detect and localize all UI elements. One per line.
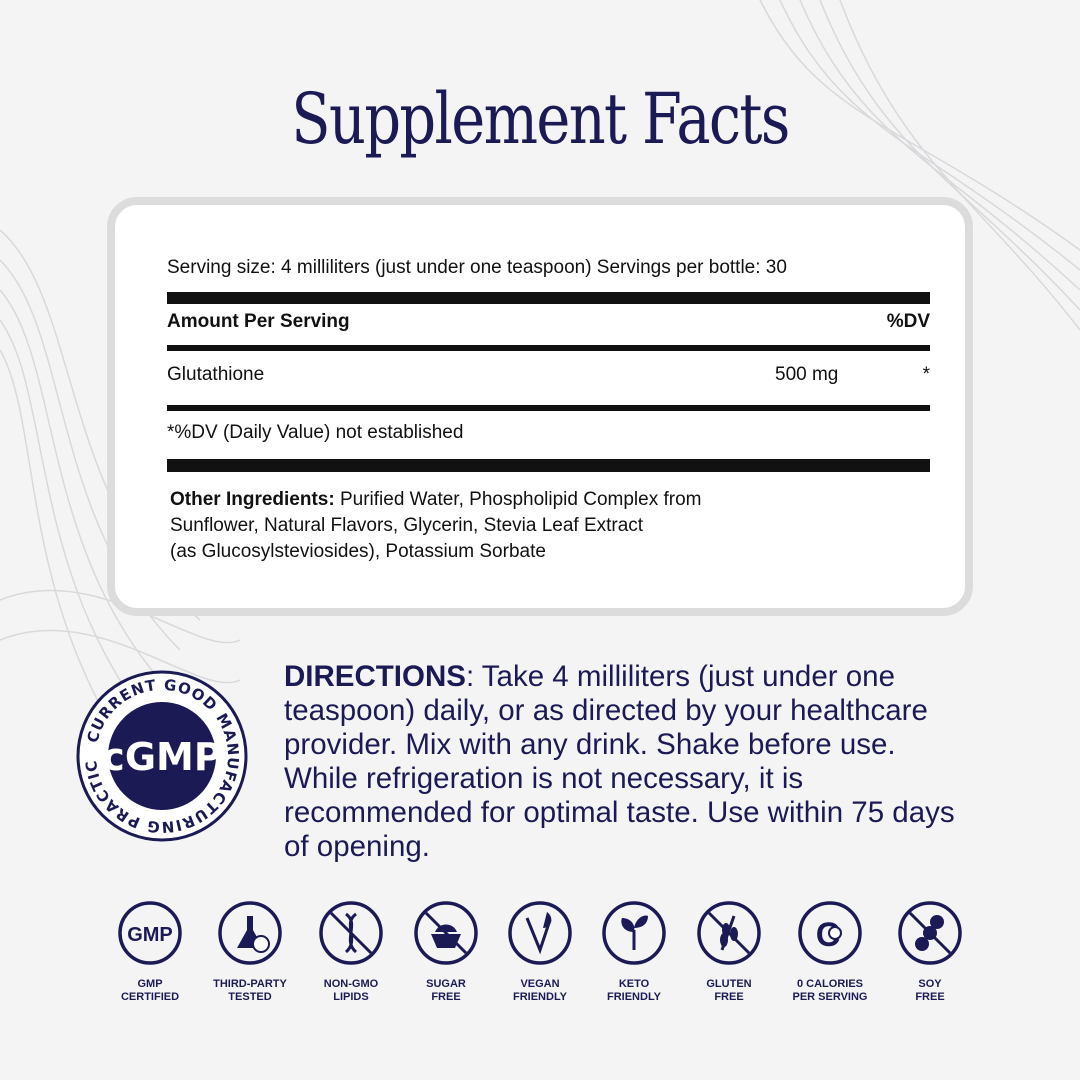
- feature-label: SUGAR FREE: [426, 978, 466, 1003]
- feature-label: KETO FRIENDLY: [607, 978, 661, 1003]
- feature-label: VEGAN FRIENDLY: [513, 978, 567, 1003]
- other-ingredients: Other Ingredients: Purified Water, Phosp…: [170, 487, 933, 565]
- serving-info: Serving size: 4 milliliters (just under …: [167, 257, 787, 278]
- feature-zero-calorie: C 0 CALORIES PER SERVING: [775, 900, 885, 1004]
- feature-soy-crossed: SOY FREE: [875, 900, 985, 1004]
- other-ingredients-label: Other Ingredients:: [170, 489, 335, 510]
- amount-header: Amount Per Serving: [167, 311, 350, 332]
- ingredient-amount: 500 mg: [775, 364, 839, 385]
- feature-label: GMP CERTIFIED: [120, 978, 180, 1003]
- flask-check-icon: [218, 901, 282, 965]
- cgmp-badge: CURRENT GOOD MANUFACTURING PRACTICE cGMP: [76, 670, 248, 842]
- divider: [167, 405, 930, 411]
- ingredient-name: Glutathione: [167, 364, 265, 385]
- directions-label: DIRECTIONS: [284, 660, 466, 693]
- feature-dna-crossed: NON-GMO LIPIDS: [296, 900, 406, 1004]
- sugar-bowl-crossed-icon: [414, 901, 478, 965]
- directions: DIRECTIONS: Take 4 milliliters (just und…: [284, 660, 974, 864]
- gmp-icon: GMP: [118, 901, 182, 965]
- divider-thick: [167, 292, 930, 304]
- wheat-crossed-icon: [697, 901, 761, 965]
- feature-label: 0 CALORIES PER SERVING: [792, 978, 868, 1003]
- dna-crossed-icon: [319, 901, 383, 965]
- svg-text:cGMP: cGMP: [102, 735, 221, 779]
- soy-crossed-icon: [898, 901, 962, 965]
- feature-wheat-crossed: GLUTEN FREE: [674, 900, 784, 1004]
- svg-text:GMP: GMP: [127, 924, 173, 946]
- feature-sugar-bowl-crossed: SUGAR FREE: [391, 900, 501, 1004]
- directions-text: : Take 4 milliliters (just under one tea…: [284, 660, 955, 863]
- feature-vegan-leaf: VEGAN FRIENDLY: [485, 900, 595, 1004]
- other-line: (as Glucosylsteviosides), Potassium Sorb…: [170, 541, 546, 562]
- ingredient-dv: *: [922, 364, 930, 385]
- feature-label: NON-GMO LIPIDS: [323, 978, 379, 1003]
- page-title: Supplement Facts: [291, 78, 790, 160]
- divider: [167, 345, 930, 351]
- supplement-facts-panel: Serving size: 4 milliliters (just under …: [107, 197, 973, 616]
- divider-thick: [167, 459, 930, 472]
- feature-sprout: KETO FRIENDLY: [579, 900, 689, 1004]
- vegan-leaf-icon: [508, 901, 572, 965]
- dv-footnote: *%DV (Daily Value) not established: [167, 422, 464, 443]
- feature-gmp: GMP GMP CERTIFIED: [95, 900, 205, 1004]
- other-line: Purified Water, Phospholipid Complex fro…: [334, 489, 702, 510]
- other-line: Sunflower, Natural Flavors, Glycerin, St…: [170, 515, 644, 536]
- zero-calorie-icon: C: [798, 901, 862, 965]
- feature-label: SOY FREE: [915, 978, 945, 1003]
- feature-label: THIRD-PARTY TESTED: [213, 978, 287, 1003]
- dv-header: %DV: [886, 311, 930, 332]
- feature-label: GLUTEN FREE: [706, 978, 752, 1003]
- feature-flask-check: THIRD-PARTY TESTED: [195, 900, 305, 1004]
- sprout-icon: [602, 901, 666, 965]
